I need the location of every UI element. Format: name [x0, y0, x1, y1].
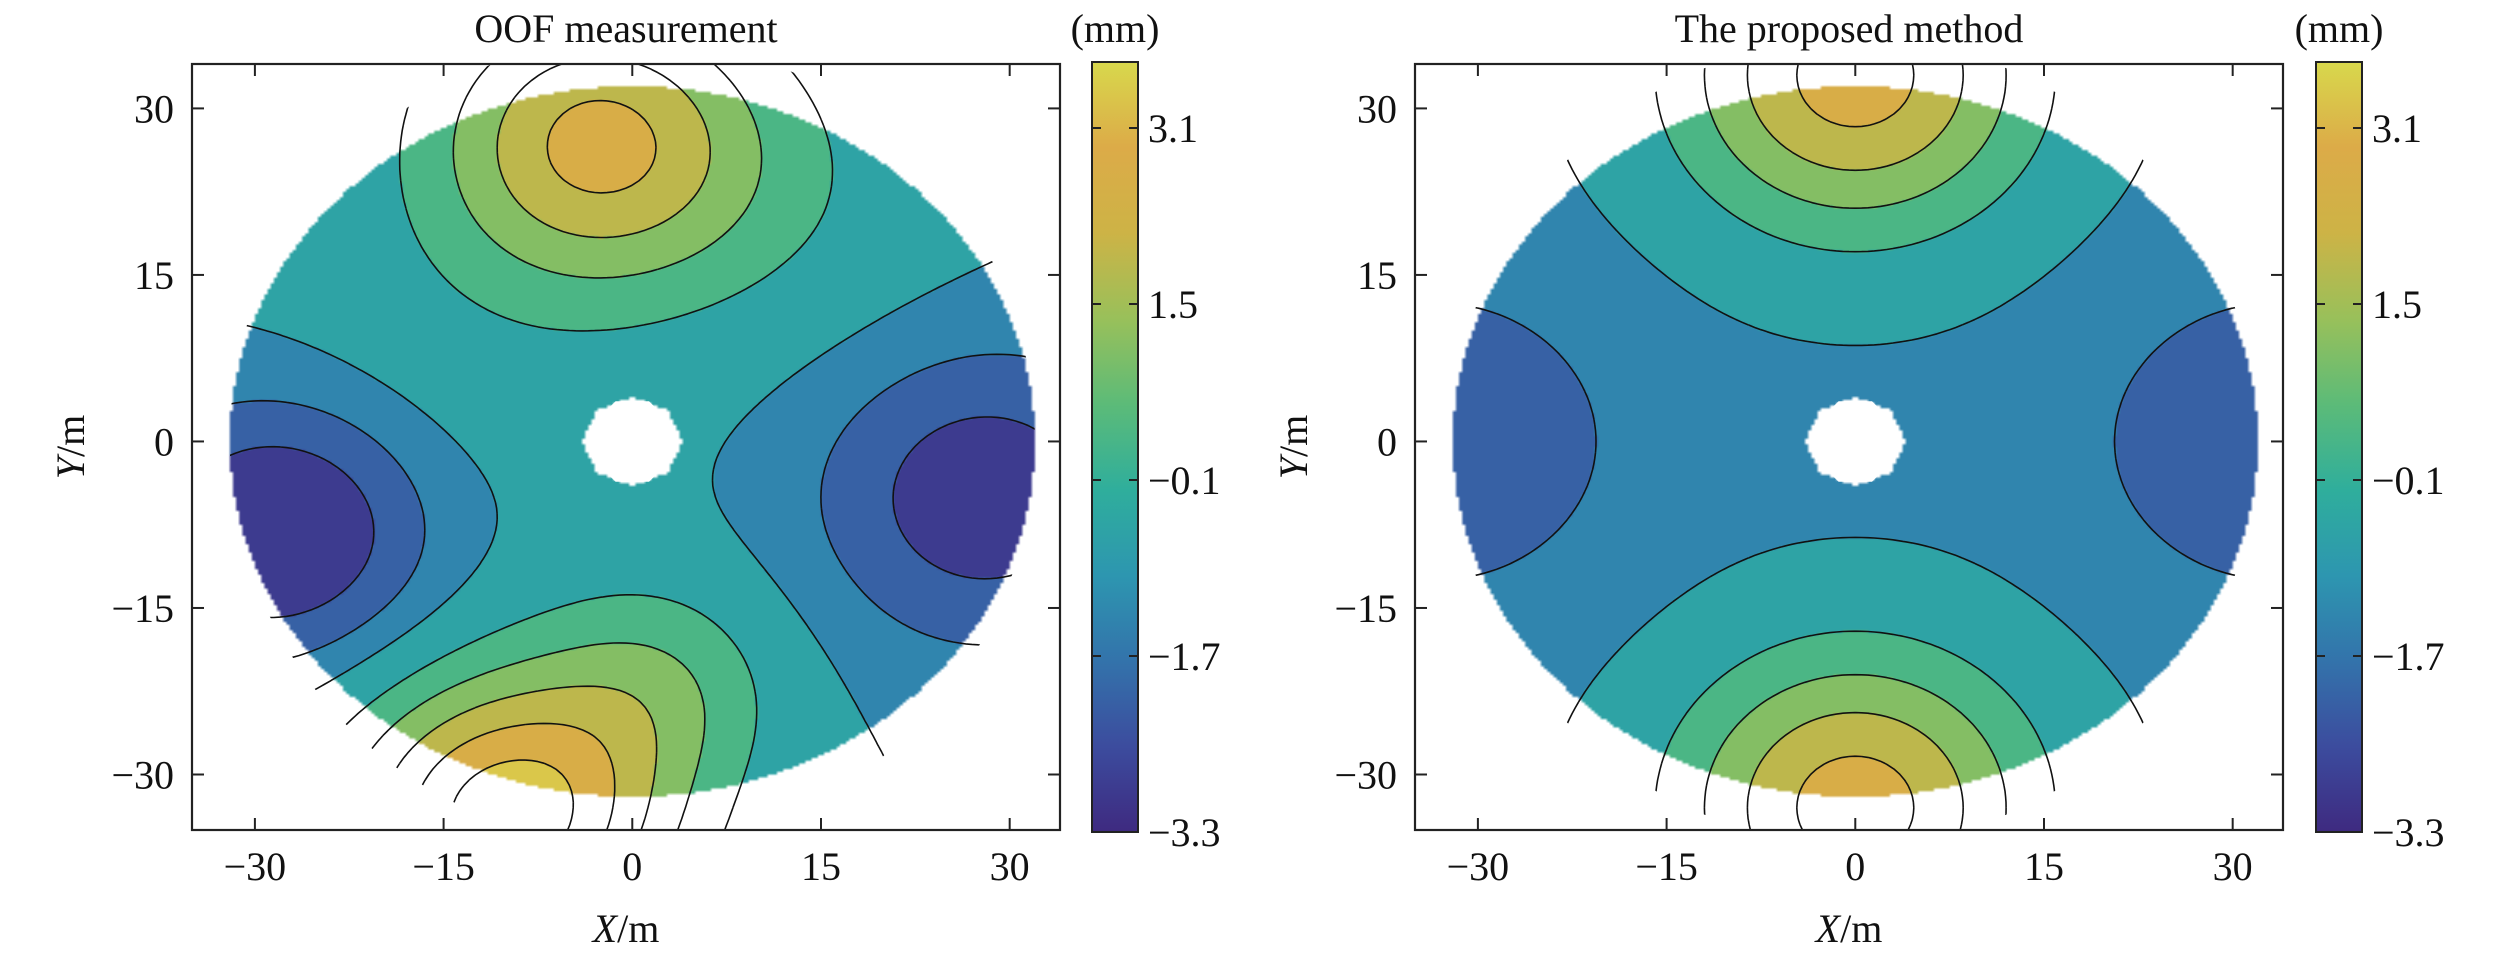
- colorbar-tick-label: 3.1: [2372, 106, 2422, 151]
- chart-title: The proposed method: [1675, 6, 2024, 51]
- colorbar-tick-label: −0.1: [2372, 458, 2445, 503]
- central-hole: [592, 401, 673, 482]
- y-tick-label: 30: [134, 86, 174, 131]
- x-tick-label: 0: [1845, 844, 1865, 889]
- x-tick-label: 30: [990, 844, 1030, 889]
- colorbar: −3.3 −1.7 −0.1 1.5 3.1 (mm): [2295, 6, 2445, 855]
- y-tick-label: −30: [1334, 752, 1397, 797]
- x-tick-label: 30: [2213, 844, 2253, 889]
- x-tick-label: −15: [1635, 844, 1698, 889]
- colorbar: −3.3 −1.7 −0.1 1.5 3.1 (mm): [1071, 6, 1221, 855]
- panel-oof-measurement: −30 −15 0 15 30 −30 −15 0 15 30 OOF measurement X/m…: [48, 6, 1221, 951]
- x-tick-label: −15: [412, 844, 475, 889]
- x-axis-label: X/m: [1814, 906, 1883, 951]
- panel-proposed-method: −30 −15 0 15 30 −30 −15 0 15 30 The proposed metho…: [1271, 6, 2445, 951]
- x-axis-unit: /m: [617, 906, 659, 951]
- y-axis-label: Y/m: [1271, 415, 1316, 479]
- x-axis-variable: X: [1814, 906, 1842, 951]
- x-tick-label: 15: [801, 844, 841, 889]
- y-axis-unit: /m: [48, 415, 93, 457]
- contour-level-6: [1796, 63, 1915, 831]
- contour-level-0: [229, 416, 1035, 619]
- y-tick-label: 15: [1357, 253, 1397, 298]
- contour-level-5: [1746, 63, 1964, 831]
- y-tick-label: 0: [1377, 419, 1397, 464]
- colorbar-gradient: [2315, 61, 2363, 833]
- y-axis-variable: Y: [1271, 453, 1316, 479]
- y-tick-label: 15: [134, 253, 174, 298]
- y-tick-label: 0: [154, 419, 174, 464]
- colorbar-unit: (mm): [1071, 6, 1160, 51]
- y-axis-unit: /m: [1271, 415, 1316, 457]
- x-axis-variable: X: [591, 906, 619, 951]
- colorbar-tick-label: −1.7: [2372, 634, 2445, 679]
- y-axis-variable: Y: [48, 453, 93, 479]
- colorbar-tick-label: −3.3: [2372, 810, 2445, 855]
- colorbar-tick-label: 1.5: [1148, 282, 1198, 327]
- y-tick-label: −15: [1334, 586, 1397, 631]
- x-tick-label: 0: [622, 844, 642, 889]
- x-tick-label: −30: [1447, 844, 1510, 889]
- colorbar-tick-label: −3.3: [1148, 810, 1221, 855]
- x-axis-label: X/m: [591, 906, 660, 951]
- contour-level-1: [1452, 302, 2258, 581]
- x-tick-label: 15: [2024, 844, 2064, 889]
- y-tick-label: −15: [111, 586, 174, 631]
- colorbar-tick-label: 1.5: [2372, 282, 2422, 327]
- y-axis-label: Y/m: [48, 415, 93, 479]
- plot-frame: [190, 62, 1062, 832]
- colorbar-tick-label: 3.1: [1148, 106, 1198, 151]
- colorbar-tick-label: −1.7: [1148, 634, 1221, 679]
- x-axis-unit: /m: [1840, 906, 1882, 951]
- x-tick-label: −30: [224, 844, 287, 889]
- plot-frame: [1413, 62, 2285, 832]
- y-tick-label: −30: [111, 752, 174, 797]
- central-hole: [1815, 401, 1896, 482]
- chart-title: OOF measurement: [474, 6, 777, 51]
- y-tick-label: 30: [1357, 86, 1397, 131]
- colorbar-gradient: [1091, 61, 1139, 833]
- colorbar-unit: (mm): [2295, 6, 2384, 51]
- contour-level-5: [380, 63, 711, 831]
- colorbar-tick-label: −0.1: [1148, 458, 1221, 503]
